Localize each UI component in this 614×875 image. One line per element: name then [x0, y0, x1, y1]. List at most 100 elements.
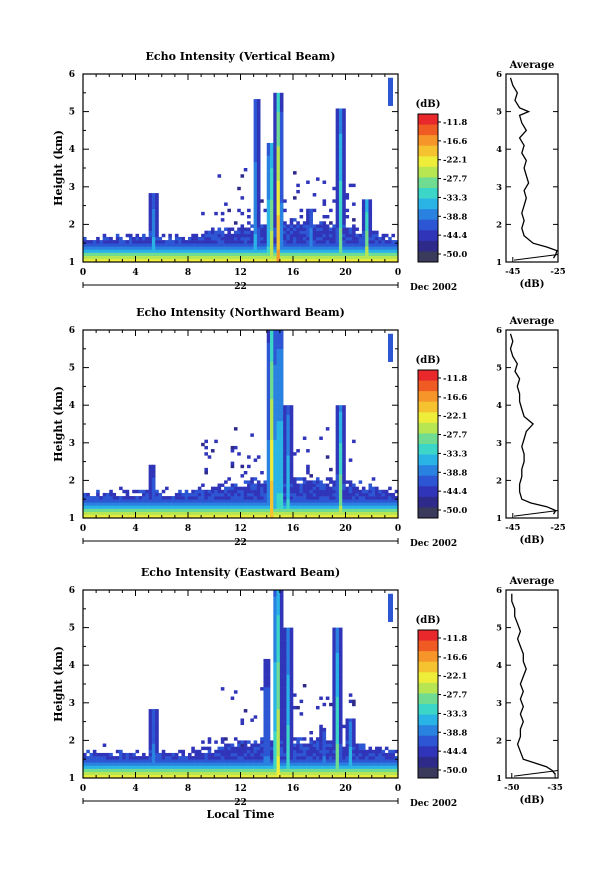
average-y-tick-label: 5 [496, 364, 502, 374]
heatmap-cell [289, 712, 294, 716]
heatmap-cell [273, 599, 277, 603]
heatmap-cell [283, 414, 287, 419]
heatmap-cell [371, 233, 376, 238]
heatmap-cell [273, 370, 277, 375]
heatmap-cell [332, 752, 336, 757]
heatmap-cell [352, 218, 356, 222]
heatmap-cell [96, 771, 100, 776]
heatmap-cell [279, 171, 284, 175]
heatmap-cell [194, 762, 199, 766]
heatmap-cell [237, 236, 241, 241]
heatmap-cell [381, 765, 386, 769]
heatmap-cell [266, 333, 271, 337]
heatmap-cell [151, 712, 156, 716]
heatmap-cell [283, 505, 287, 509]
heatmap-cell [276, 373, 281, 378]
heatmap-cell [273, 158, 277, 163]
heatmap-cell [289, 665, 294, 669]
heatmap-cell [148, 258, 153, 263]
heatmap-cell [214, 511, 218, 516]
heatmap-cell [306, 496, 310, 500]
heatmap-cell [329, 240, 333, 244]
heatmap-cell [381, 240, 386, 244]
heatmap-cell [253, 158, 258, 163]
heatmap-cell [384, 496, 389, 500]
heatmap-cell [217, 249, 222, 253]
heatmap-cell [171, 762, 176, 766]
heatmap-cell [279, 696, 284, 700]
heatmap-cell [178, 768, 182, 773]
heatmap-cell [309, 236, 313, 241]
heatmap-cell [105, 249, 110, 253]
heatmap-cell [276, 258, 281, 263]
heatmap-cell [250, 255, 254, 260]
heatmap-cell [332, 687, 336, 691]
heatmap-cell [283, 240, 287, 244]
heatmap-cell [256, 221, 261, 225]
heatmap-cell [289, 252, 294, 257]
heatmap-cell [312, 499, 317, 503]
heatmap-cell [319, 505, 323, 509]
heatmap-cell [375, 243, 379, 247]
heatmap-cell [102, 505, 107, 509]
heatmap-cell [250, 246, 254, 250]
heatmap-cell [342, 139, 346, 144]
heatmap-cell [184, 762, 189, 766]
heatmap-cell [270, 420, 274, 425]
heatmap-cell [279, 621, 284, 625]
heatmap-cell [273, 249, 277, 253]
heatmap-cell [270, 180, 274, 184]
heatmap-cell [283, 227, 287, 231]
heatmap-cell [296, 502, 300, 506]
heatmap-cell [388, 505, 392, 509]
heatmap-cell [220, 687, 225, 691]
heatmap-cell [253, 105, 258, 109]
heatmap-cell [148, 743, 153, 747]
heatmap-cell [266, 727, 271, 732]
colorbar-segment [418, 198, 438, 210]
heatmap-cell [296, 752, 300, 757]
heatmap-cell [279, 417, 284, 422]
heatmap-cell [289, 492, 294, 497]
heatmap-cell [273, 590, 277, 594]
heatmap-cell [237, 186, 241, 191]
heatmap-cell [335, 427, 340, 431]
heatmap-cell [99, 249, 103, 253]
heatmap-cell [375, 508, 379, 513]
heatmap-cell [368, 202, 373, 206]
heatmap-cell [338, 765, 343, 769]
heatmap-cell [237, 759, 241, 763]
heatmap-cell [128, 240, 133, 244]
heatmap-cell [128, 258, 133, 263]
heatmap-cell [92, 756, 97, 760]
heatmap-cell [243, 236, 248, 241]
heatmap-cell [312, 486, 317, 491]
heatmap-cell [279, 724, 284, 729]
heatmap-cell [289, 696, 294, 700]
heatmap-cell [338, 467, 343, 472]
heatmap-cell [256, 743, 261, 747]
heatmap-cell [384, 258, 389, 263]
heatmap-cell [96, 246, 100, 250]
heatmap-cell [319, 731, 323, 735]
heatmap-cell [273, 180, 277, 184]
heatmap-cell [256, 139, 261, 144]
heatmap-cell [266, 731, 271, 735]
heatmap-cell [128, 496, 133, 500]
heatmap-cell [132, 240, 136, 244]
heatmap-cell [276, 618, 281, 622]
heatmap-cell [352, 724, 356, 729]
heatmap-cell [299, 765, 304, 769]
heatmap-cell [286, 258, 291, 263]
heatmap-cell [122, 765, 126, 769]
heatmap-cell [148, 489, 153, 494]
heatmap-cell [109, 255, 113, 260]
heatmap-cell [99, 759, 103, 763]
heatmap-cell [197, 489, 202, 494]
heatmap-cell [260, 505, 264, 509]
heatmap-cell [279, 637, 284, 641]
heatmap-cell [338, 477, 343, 481]
heatmap-cell [394, 759, 399, 763]
heatmap-cell [168, 499, 172, 503]
heatmap-cell [142, 233, 146, 238]
